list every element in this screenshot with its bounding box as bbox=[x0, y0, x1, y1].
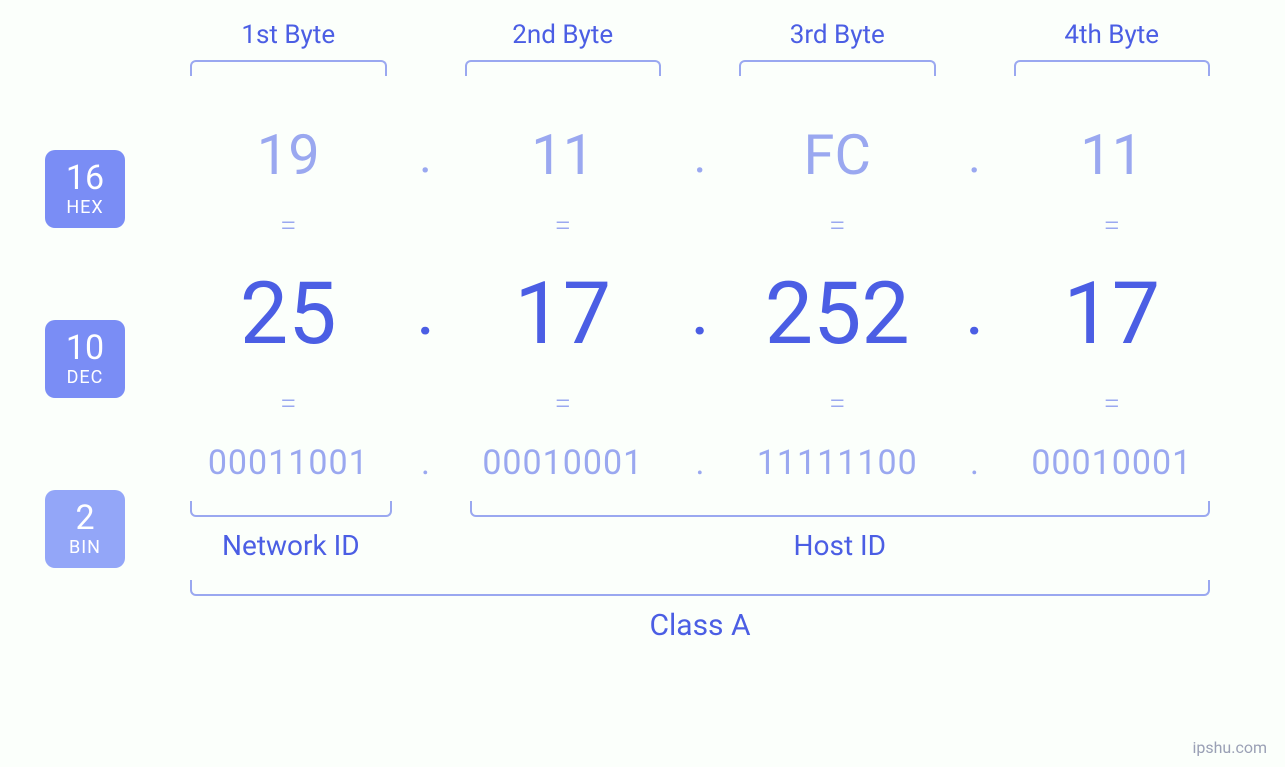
dot-icon: . bbox=[421, 443, 430, 483]
bracket-network bbox=[190, 501, 392, 517]
dot-icon: . bbox=[692, 278, 709, 349]
dot-icon: . bbox=[694, 127, 707, 184]
network-id-label: Network ID bbox=[170, 529, 412, 562]
bin-byte-1: 00011001 bbox=[208, 443, 369, 483]
dec-badge-abbr: DEC bbox=[67, 367, 104, 388]
equals-icon: = bbox=[554, 386, 571, 421]
dot-icon: . bbox=[417, 278, 434, 349]
bracket-top-4 bbox=[1014, 60, 1211, 76]
hex-byte-2: 11 bbox=[531, 122, 594, 188]
bracket-top-3 bbox=[739, 60, 936, 76]
hex-row: 19 . 11 . FC . 11 bbox=[170, 122, 1230, 188]
hex-badge-abbr: HEX bbox=[66, 197, 103, 218]
bin-badge-number: 2 bbox=[75, 501, 94, 535]
byte-header-1: 1st Byte bbox=[170, 20, 407, 50]
byte-headers-row: 1st Byte 2nd Byte 3rd Byte 4th Byte bbox=[170, 20, 1230, 76]
bracket-host bbox=[470, 501, 1210, 517]
equals-icon: = bbox=[554, 208, 571, 243]
host-id-label: Host ID bbox=[450, 529, 1230, 562]
equals-icon: = bbox=[280, 208, 297, 243]
hex-byte-1: 19 bbox=[257, 122, 320, 188]
dec-byte-3: 252 bbox=[765, 263, 910, 364]
nethost-brackets bbox=[170, 501, 1230, 517]
dot-icon: . bbox=[966, 278, 983, 349]
nethost-labels: Network ID Host ID bbox=[170, 529, 1230, 562]
bracket-class bbox=[190, 580, 1210, 596]
bin-byte-3: 11111100 bbox=[757, 443, 918, 483]
byte-header-2: 2nd Byte bbox=[445, 20, 682, 50]
bin-byte-2: 00010001 bbox=[482, 443, 643, 483]
dot-icon: . bbox=[419, 127, 432, 184]
bin-row: 00011001 . 00010001 . 11111100 . 0001000… bbox=[170, 443, 1230, 483]
equals-icon: = bbox=[829, 208, 846, 243]
bin-badge: 2 BIN bbox=[45, 490, 125, 568]
byte-header-4: 4th Byte bbox=[994, 20, 1231, 50]
dec-byte-1: 25 bbox=[240, 263, 337, 364]
equals-icon: = bbox=[280, 386, 297, 421]
dec-badge: 10 DEC bbox=[45, 320, 125, 398]
dec-byte-4: 17 bbox=[1063, 263, 1160, 364]
dec-row: 25 . 17 . 252 . 17 bbox=[170, 263, 1230, 364]
watermark: ipshu.com bbox=[1192, 738, 1267, 757]
hex-byte-3: FC bbox=[804, 122, 871, 188]
dot-icon: . bbox=[970, 443, 979, 483]
class-label: Class A bbox=[170, 608, 1230, 643]
equals-icon: = bbox=[1103, 208, 1120, 243]
bin-badge-abbr: BIN bbox=[69, 537, 101, 558]
hex-byte-4: 11 bbox=[1080, 122, 1143, 188]
bracket-top-1 bbox=[190, 60, 387, 76]
dec-byte-2: 17 bbox=[514, 263, 611, 364]
bracket-top-2 bbox=[465, 60, 662, 76]
dec-badge-number: 10 bbox=[66, 331, 104, 365]
dot-icon: . bbox=[696, 443, 705, 483]
bin-byte-4: 00010001 bbox=[1031, 443, 1192, 483]
equals-icon: = bbox=[1103, 386, 1120, 421]
equals-row-1: = = = = bbox=[170, 208, 1230, 243]
byte-header-3: 3rd Byte bbox=[719, 20, 956, 50]
equals-icon: = bbox=[829, 386, 846, 421]
equals-row-2: = = = = bbox=[170, 386, 1230, 421]
dot-icon: . bbox=[968, 127, 981, 184]
hex-badge: 16 HEX bbox=[45, 150, 125, 228]
hex-badge-number: 16 bbox=[66, 161, 104, 195]
